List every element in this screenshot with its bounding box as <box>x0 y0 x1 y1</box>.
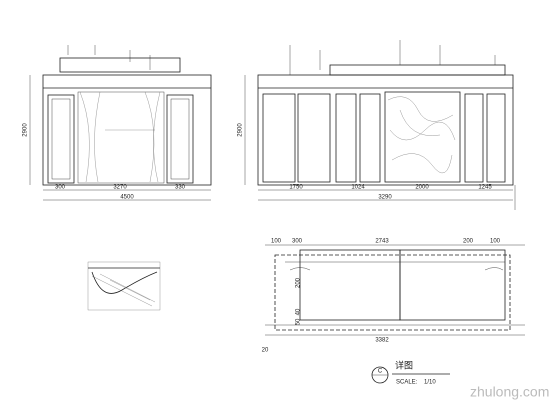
dim-label: 3270 <box>113 185 127 191</box>
dim-label: 50 <box>296 318 302 325</box>
detail-title: 详图 <box>395 359 413 370</box>
dim-label: 2000 <box>415 185 429 191</box>
dim-label: 20 <box>262 348 269 354</box>
dim-label: 100 <box>490 239 501 245</box>
dim-label: 2900 <box>238 123 244 137</box>
dim-label: 100 <box>271 239 282 245</box>
right-elevation: 2900 1750 1024 2000 1245 3290 <box>238 40 516 210</box>
scale-value: 1/10 <box>424 380 436 386</box>
dim-label: 40 <box>296 308 302 315</box>
section-detail: 100 300 2743 200 100 3382 200 40 50 20 <box>262 239 525 354</box>
dim-label: 4500 <box>120 195 134 201</box>
dim-label: 1750 <box>289 185 303 191</box>
dim-label: 1024 <box>351 185 365 191</box>
title-block: C 详图 SCALE: 1/10 <box>371 359 450 386</box>
watermark: zhulong.com <box>470 384 549 400</box>
small-detail <box>87 261 161 311</box>
dim-label: 200 <box>296 277 302 288</box>
left-elevation: 2900 300 3270 330 4500 <box>23 45 212 201</box>
scale-label: SCALE: <box>396 380 418 386</box>
dim-label: 1245 <box>478 185 492 191</box>
dim-label: 2900 <box>23 123 29 137</box>
dim-label: 3290 <box>378 195 392 201</box>
dim-label: 330 <box>175 185 186 191</box>
sheet-id: C <box>378 369 383 375</box>
dim-label: 3382 <box>375 338 389 344</box>
dim-label: 2743 <box>375 239 389 245</box>
dim-label: 300 <box>292 239 303 245</box>
dim-label: 300 <box>55 185 66 191</box>
dim-label: 200 <box>463 239 474 245</box>
